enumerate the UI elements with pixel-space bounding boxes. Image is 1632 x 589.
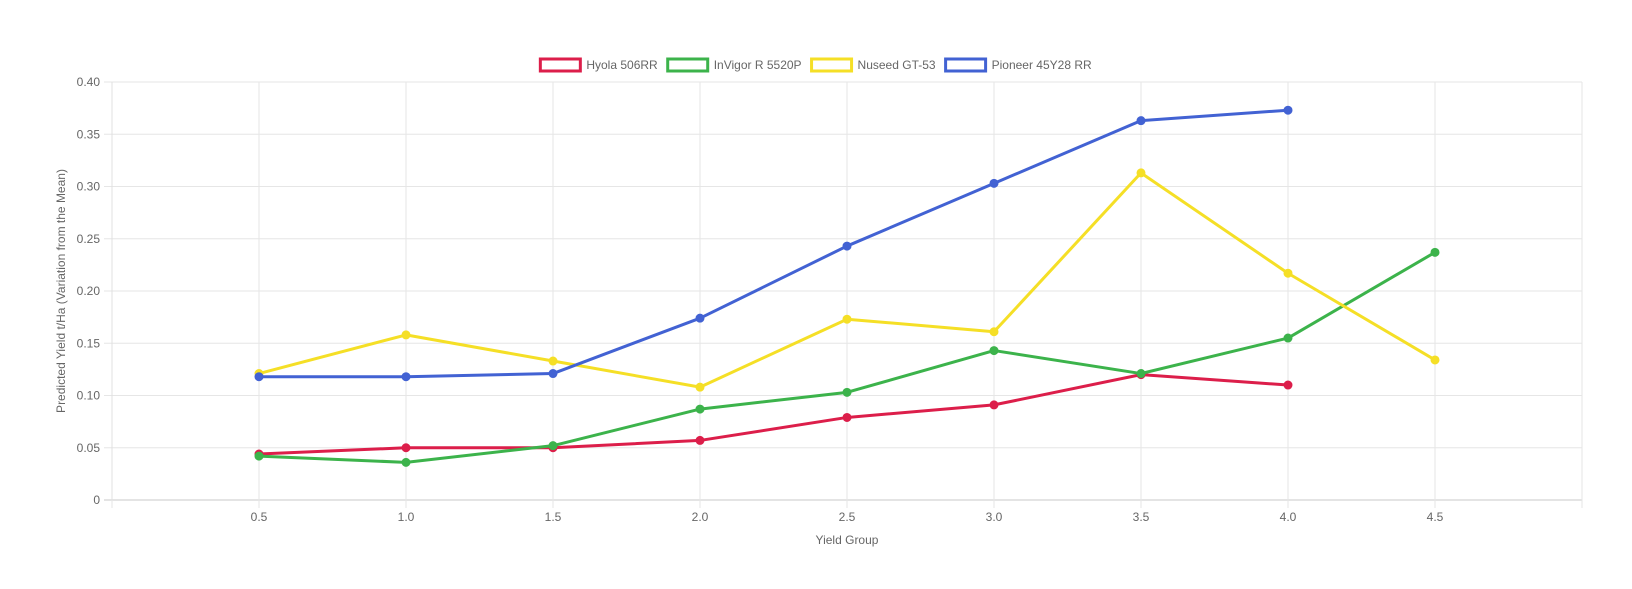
data-point[interactable] <box>1136 116 1146 126</box>
y-tick-label: 0.40 <box>77 75 101 89</box>
data-point[interactable] <box>548 356 558 366</box>
series-layer <box>254 105 1440 467</box>
series-0 <box>254 370 1293 459</box>
x-tick-label: 3.0 <box>986 510 1003 524</box>
legend-item[interactable]: Nuseed GT-53 <box>810 57 936 73</box>
legend-item[interactable]: Hyola 506RR <box>538 57 658 73</box>
y-tick-label: 0.30 <box>77 180 101 194</box>
legend-item[interactable]: Pioneer 45Y28 RR <box>944 57 1092 73</box>
axes: 0 0.05 0.10 0.15 0.20 0.25 0.30 0.35 0.40 0.5 1.0 1… <box>77 75 1444 524</box>
legend-label: Nuseed GT-53 <box>858 58 936 72</box>
data-point[interactable] <box>401 372 411 382</box>
legend[interactable]: Hyola 506RR InVigor R 5520P Nuseed GT-53 Pi… <box>538 57 1092 73</box>
y-tick-label: 0.35 <box>77 127 101 141</box>
data-point[interactable] <box>989 327 999 337</box>
x-tick-label: 0.5 <box>251 510 268 524</box>
data-point[interactable] <box>254 372 264 382</box>
data-point[interactable] <box>401 457 411 467</box>
x-tick-label: 3.5 <box>1133 510 1150 524</box>
data-point[interactable] <box>1430 247 1440 257</box>
data-point[interactable] <box>842 387 852 397</box>
data-point[interactable] <box>842 241 852 251</box>
series-1 <box>254 247 1440 467</box>
y-axis-title: Predicted Yield t/Ha (Variation from the… <box>54 169 68 413</box>
data-point[interactable] <box>695 404 705 414</box>
data-point[interactable] <box>989 346 999 356</box>
x-tick-label: 2.0 <box>692 510 709 524</box>
series-2 <box>254 168 1440 392</box>
data-point[interactable] <box>548 369 558 379</box>
y-tick-label: 0.15 <box>77 336 101 350</box>
data-point[interactable] <box>989 400 999 410</box>
data-point[interactable] <box>989 178 999 188</box>
series-line <box>259 108 1289 379</box>
data-point[interactable] <box>1283 105 1293 115</box>
y-tick-label: 0.25 <box>77 232 101 246</box>
data-point[interactable] <box>254 451 264 461</box>
x-tick-label: 4.5 <box>1427 510 1444 524</box>
legend-label: InVigor R 5520P <box>714 58 802 72</box>
data-point[interactable] <box>1136 369 1146 379</box>
x-tick-label: 1.0 <box>398 510 415 524</box>
y-tick-label: 0 <box>93 493 100 507</box>
data-point[interactable] <box>1283 380 1293 390</box>
legend-swatch <box>944 57 988 73</box>
x-axis-title: Yield Group <box>816 533 879 547</box>
y-tick-label: 0.20 <box>77 284 101 298</box>
data-point[interactable] <box>842 314 852 324</box>
data-point[interactable] <box>1283 268 1293 278</box>
series-line <box>258 373 1289 456</box>
data-point[interactable] <box>1136 168 1146 178</box>
y-tick-label: 0.05 <box>77 441 101 455</box>
legend-swatch <box>810 57 854 73</box>
x-tick-label: 4.0 <box>1280 510 1297 524</box>
legend-label: Pioneer 45Y28 RR <box>992 58 1092 72</box>
data-point[interactable] <box>695 313 705 323</box>
data-point[interactable] <box>401 330 411 340</box>
legend-swatch <box>666 57 710 73</box>
data-point[interactable] <box>1283 333 1293 343</box>
legend-item[interactable]: InVigor R 5520P <box>666 57 802 73</box>
data-point[interactable] <box>695 435 705 445</box>
data-point[interactable] <box>842 412 852 422</box>
series-3 <box>254 105 1293 382</box>
legend-swatch <box>538 57 582 73</box>
data-point[interactable] <box>401 443 411 453</box>
data-point[interactable] <box>695 382 705 392</box>
x-tick-label: 2.5 <box>839 510 856 524</box>
x-tick-label: 1.5 <box>545 510 562 524</box>
y-tick-label: 0.10 <box>77 389 101 403</box>
data-point[interactable] <box>548 441 558 451</box>
data-point[interactable] <box>1430 355 1440 365</box>
legend-label: Hyola 506RR <box>586 58 658 72</box>
